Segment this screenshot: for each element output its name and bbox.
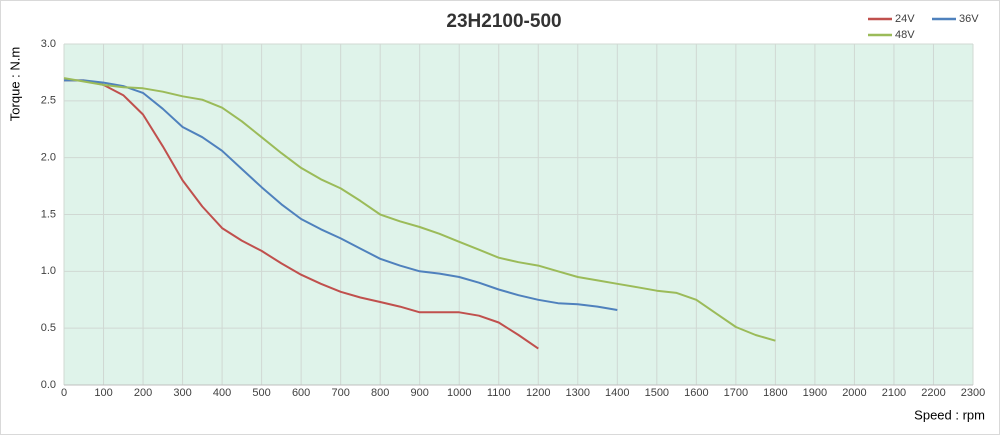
x-tick-label: 1800	[763, 387, 787, 399]
chart-title: 23H2100-500	[446, 11, 561, 32]
x-tick-label: 1900	[803, 387, 827, 399]
x-tick-label: 700	[331, 387, 349, 399]
series-line	[64, 79, 539, 350]
x-tick-label: 1000	[447, 387, 471, 399]
x-tick-label: 500	[252, 387, 270, 399]
x-tick-label: 1300	[566, 387, 590, 399]
x-tick-label: 1700	[724, 387, 748, 399]
x-tick-label: 2000	[842, 387, 866, 399]
x-tick-label: 1500	[645, 387, 669, 399]
x-axis-label: Speed : rpm	[914, 407, 985, 422]
y-axis-label: Torque : N.m	[7, 47, 22, 121]
x-tick-label: 600	[292, 387, 310, 399]
x-tick-label: 100	[94, 387, 112, 399]
x-tick-label: 1100	[487, 387, 511, 399]
series-line	[63, 77, 776, 342]
x-tick-label: 1600	[684, 387, 708, 399]
series-line	[64, 79, 618, 311]
y-tick-label: 3.0	[41, 38, 56, 50]
x-tick-label: 2200	[921, 387, 945, 399]
x-tick-label: 1400	[605, 387, 629, 399]
x-tick-label: 200	[134, 387, 152, 399]
legend-label: 24V	[895, 13, 915, 25]
legend-label: 48V	[895, 29, 915, 41]
x-tick-label: 0	[61, 387, 67, 399]
legend-label: 36V	[959, 13, 979, 25]
y-tick-label: 0.0	[41, 379, 56, 391]
y-tick-label: 2.0	[41, 152, 56, 164]
y-tick-label: 2.5	[41, 95, 56, 107]
y-tick-label: 1.5	[41, 208, 56, 220]
x-tick-label: 300	[173, 387, 191, 399]
y-tick-label: 0.5	[41, 322, 56, 334]
x-tick-label: 2300	[961, 387, 985, 399]
x-tick-label: 1200	[526, 387, 550, 399]
x-tick-label: 2100	[882, 387, 906, 399]
x-tick-label: 400	[213, 387, 231, 399]
y-tick-label: 1.0	[41, 265, 56, 277]
x-tick-label: 800	[371, 387, 389, 399]
x-tick-label: 900	[411, 387, 429, 399]
